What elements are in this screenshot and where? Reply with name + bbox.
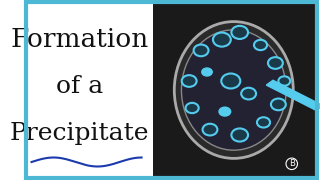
Ellipse shape xyxy=(182,75,196,87)
Ellipse shape xyxy=(213,33,231,47)
Ellipse shape xyxy=(231,26,248,39)
Ellipse shape xyxy=(257,117,270,128)
Ellipse shape xyxy=(271,99,286,110)
Ellipse shape xyxy=(268,57,283,69)
Ellipse shape xyxy=(221,73,240,89)
Ellipse shape xyxy=(201,67,213,77)
Bar xyxy=(27,3,154,177)
Ellipse shape xyxy=(218,106,231,117)
Ellipse shape xyxy=(186,103,199,113)
Ellipse shape xyxy=(278,76,290,86)
Bar xyxy=(154,3,316,177)
Polygon shape xyxy=(266,80,320,111)
Text: Formation: Formation xyxy=(10,27,148,52)
Ellipse shape xyxy=(181,30,286,150)
Ellipse shape xyxy=(231,129,248,141)
Ellipse shape xyxy=(174,22,293,158)
Ellipse shape xyxy=(254,40,267,50)
Text: Precipitate: Precipitate xyxy=(9,122,149,145)
Ellipse shape xyxy=(203,124,217,135)
Ellipse shape xyxy=(194,45,209,56)
Text: B: B xyxy=(289,159,295,168)
Text: of a: of a xyxy=(55,75,103,98)
Ellipse shape xyxy=(241,88,256,100)
